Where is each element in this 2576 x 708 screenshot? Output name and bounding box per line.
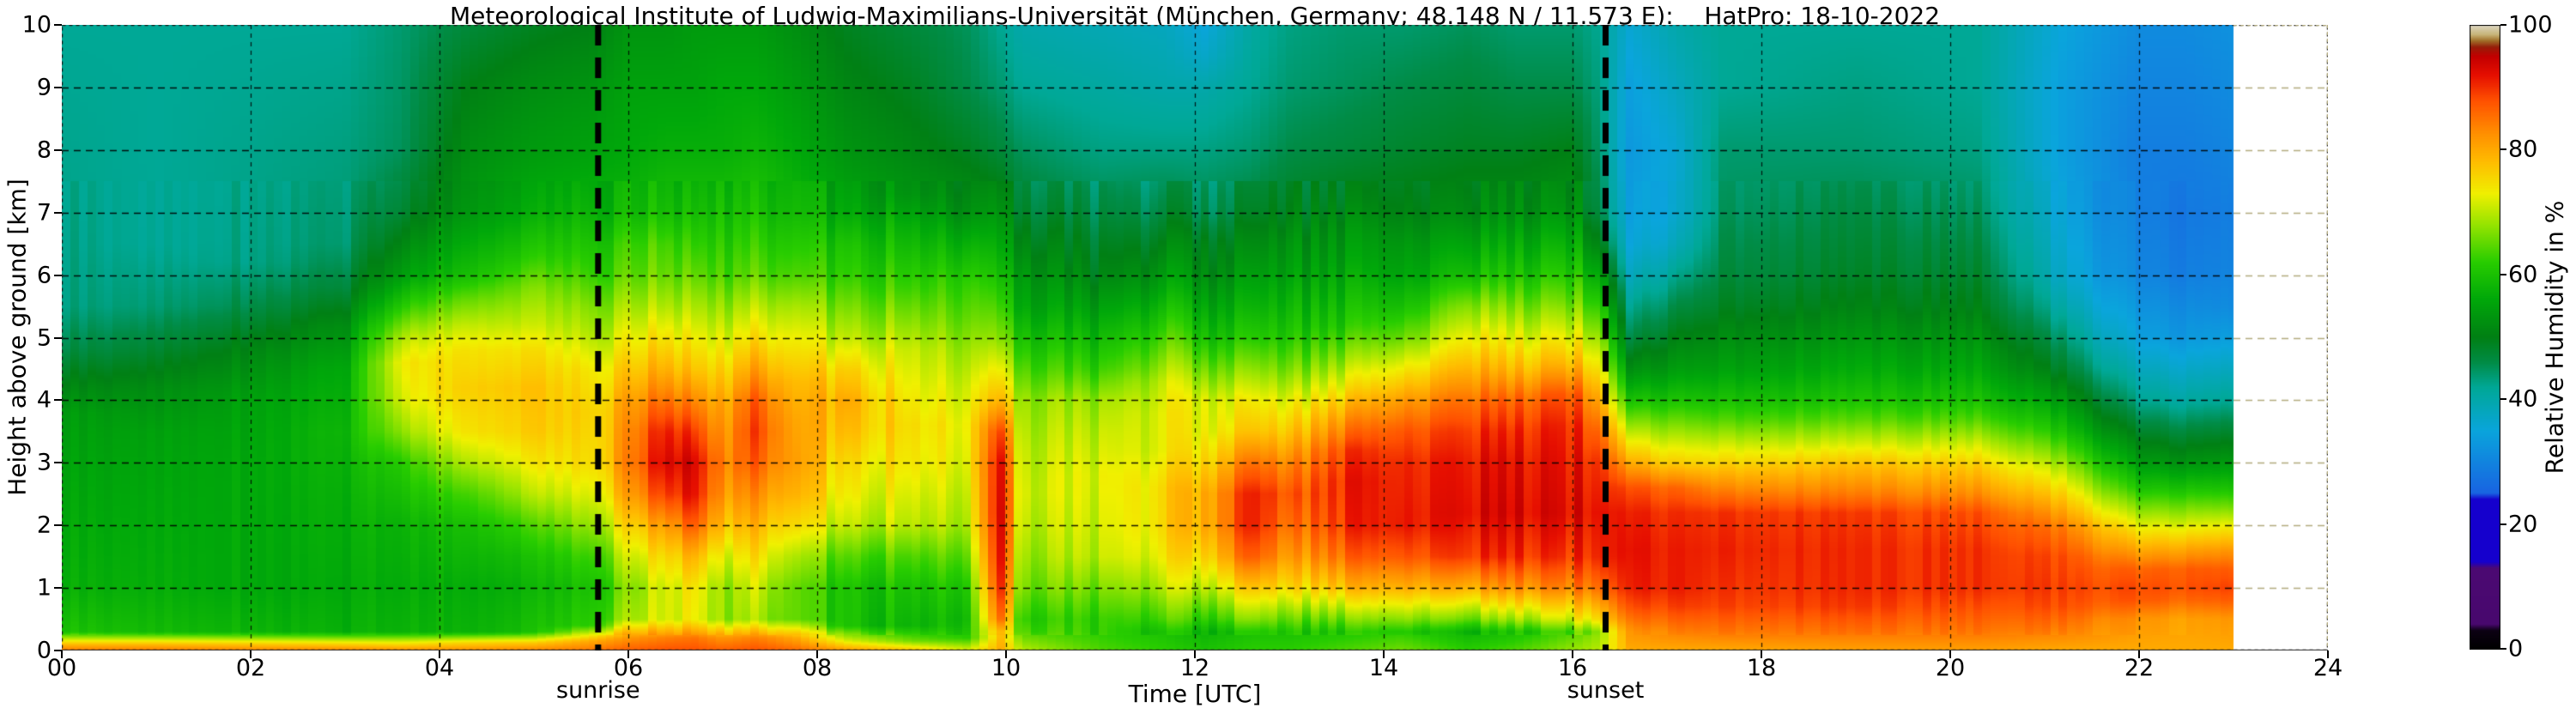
x-tick-mark xyxy=(1005,651,1007,658)
x-tick-label: 10 xyxy=(991,655,1021,681)
x-tick-label: 06 xyxy=(613,655,644,681)
x-tick-label: 22 xyxy=(2124,655,2155,681)
y-tick-mark xyxy=(54,399,62,402)
sunset-label: sunset xyxy=(1567,677,1645,704)
y-tick-label: 10 xyxy=(21,11,52,39)
x-tick-mark xyxy=(1761,651,1762,658)
x-tick-label: 16 xyxy=(1557,655,1588,681)
y-tick-label: 6 xyxy=(36,262,52,289)
y-tick-label: 9 xyxy=(36,74,52,101)
y-tick-label: 4 xyxy=(36,386,52,414)
y-tick-label: 8 xyxy=(36,136,52,164)
y-tick-label: 5 xyxy=(36,324,52,351)
y-tick-mark xyxy=(54,148,62,151)
x-tick-mark xyxy=(816,651,818,658)
x-tick-mark xyxy=(1572,651,1573,658)
x-tick-mark xyxy=(1949,651,1951,658)
colorbar-canvas xyxy=(2470,25,2500,650)
colorbar-tick-label: 0 xyxy=(2508,635,2524,663)
y-tick-label: 2 xyxy=(36,511,52,539)
colorbar-label: Relative Humidity in % xyxy=(2540,200,2569,475)
y-tick-label: 7 xyxy=(36,199,52,227)
x-tick-mark xyxy=(2327,651,2329,658)
x-tick-mark xyxy=(627,651,629,658)
y-axis-label: Height above ground [km] xyxy=(3,179,32,496)
y-tick-mark xyxy=(54,587,62,590)
y-tick-label: 0 xyxy=(36,637,52,664)
x-tick-mark xyxy=(2138,651,2140,658)
colorbar-tick-label: 100 xyxy=(2508,11,2553,39)
x-tick-label: 24 xyxy=(2312,655,2343,681)
colorbar-tick-mark xyxy=(2500,398,2506,401)
colorbar-tick-mark xyxy=(2500,273,2506,275)
y-tick-mark xyxy=(54,462,62,464)
x-tick-label: 08 xyxy=(802,655,833,681)
colorbar-tick-label: 40 xyxy=(2508,385,2538,413)
colorbar-tick-mark xyxy=(2500,24,2506,26)
x-tick-mark xyxy=(1194,651,1196,658)
x-tick-label: 00 xyxy=(46,655,77,681)
x-tick-label: 12 xyxy=(1179,655,1210,681)
sunrise-label: sunrise xyxy=(556,677,640,704)
x-tick-mark xyxy=(250,651,252,658)
x-tick-label: 04 xyxy=(424,655,455,681)
y-tick-mark xyxy=(54,24,62,26)
y-tick-mark xyxy=(54,274,62,276)
y-tick-mark xyxy=(54,336,62,339)
x-tick-mark xyxy=(61,651,63,658)
colorbar-tick-mark xyxy=(2500,648,2506,650)
humidity-heatmap-canvas xyxy=(62,25,2328,651)
x-axis-label: Time [UTC] xyxy=(1128,680,1262,708)
x-tick-mark xyxy=(1383,651,1385,658)
colorbar-tick-mark xyxy=(2500,148,2506,151)
x-tick-mark xyxy=(439,651,440,658)
y-tick-mark xyxy=(54,86,62,88)
x-tick-label: 18 xyxy=(1746,655,1777,681)
y-tick-mark xyxy=(54,650,62,651)
colorbar-tick-label: 20 xyxy=(2508,511,2538,538)
x-tick-label: 14 xyxy=(1368,655,1399,681)
x-tick-label: 20 xyxy=(1935,655,1966,681)
colorbar-tick-label: 60 xyxy=(2508,261,2538,288)
y-tick-label: 3 xyxy=(36,449,52,476)
x-tick-label: 02 xyxy=(235,655,266,681)
y-tick-mark xyxy=(54,211,62,214)
colorbar-tick-label: 80 xyxy=(2508,136,2538,163)
colorbar-tick-mark xyxy=(2500,523,2506,525)
y-tick-mark xyxy=(54,524,62,527)
y-tick-label: 1 xyxy=(36,574,52,602)
